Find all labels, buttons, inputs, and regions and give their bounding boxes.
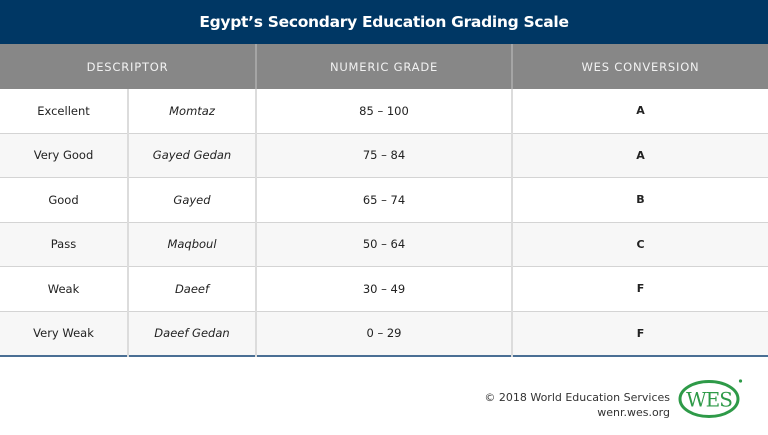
numeric-grade: 30 – 49 [256,266,513,312]
table-row: Excellent Momtaz 85 – 100 A [0,89,768,134]
numeric-grade: 65 – 74 [256,177,513,223]
table-row: Very Good Gayed Gedan 75 – 84 A [0,133,768,178]
website-url: wenr.wes.org [597,406,670,419]
numeric-grade: 50 – 64 [256,222,513,267]
footer-credit: © 2018 World Education Services wenr.wes… [484,390,670,420]
descriptor-local: Gayed Gedan [128,133,257,178]
header-numeric-grade: NUMERIC GRADE [256,44,513,89]
numeric-grade: 0 – 29 [256,311,513,356]
header-descriptor: DESCRIPTOR [0,44,257,89]
descriptor-english: Pass [0,222,129,267]
descriptor-english: Very Good [0,133,129,178]
page-title: Egypt’s Secondary Education Grading Scal… [0,0,768,44]
table-row: Pass Maqboul 50 – 64 C [0,222,768,267]
logo-text: WES [686,388,732,412]
numeric-grade: 85 – 100 [256,89,513,134]
descriptor-local: Momtaz [128,89,257,134]
table-row: Weak Daeef 30 – 49 F [0,266,768,312]
wes-conversion: B [512,177,768,223]
descriptor-local: Maqboul [128,222,257,267]
wes-logo-icon: WES [678,379,743,418]
descriptor-local: Daeef Gedan [128,311,257,356]
descriptor-local: Daeef [128,266,257,312]
descriptor-english: Excellent [0,89,129,134]
wes-conversion: A [512,89,768,134]
descriptor-english: Weak [0,266,129,312]
header-wes-conversion: WES CONVERSION [512,44,768,89]
descriptor-english: Good [0,177,129,223]
wes-conversion: F [512,266,768,312]
wes-conversion: C [512,222,768,267]
descriptor-local: Gayed [128,177,257,223]
copyright-text: © 2018 World Education Services [484,391,670,404]
table-row: Good Gayed 65 – 74 B [0,177,768,223]
grading-scale-table: DESCRIPTOR NUMERIC GRADE WES CONVERSION … [0,44,768,357]
wes-conversion: A [512,133,768,178]
wes-conversion: F [512,311,768,356]
numeric-grade: 75 – 84 [256,133,513,178]
descriptor-english: Very Weak [0,311,129,356]
table-header-row: DESCRIPTOR NUMERIC GRADE WES CONVERSION [0,44,768,89]
table-row: Very Weak Daeef Gedan 0 – 29 F [0,311,768,356]
